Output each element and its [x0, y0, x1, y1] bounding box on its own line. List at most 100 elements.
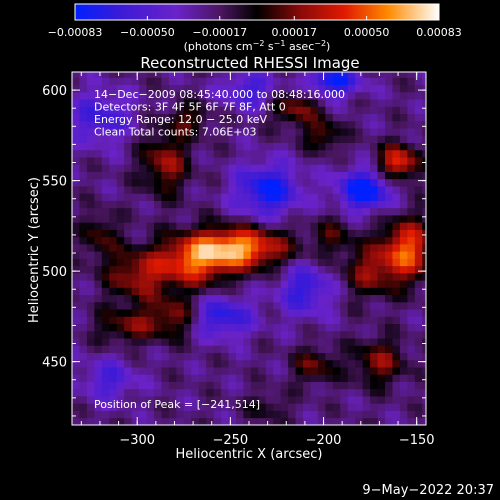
- heatmap-cell: [94, 309, 103, 317]
- heatmap-cell: [280, 178, 289, 187]
- heatmap-cell: [280, 243, 289, 252]
- heatmap-cell: [355, 120, 364, 129]
- heatmap-cell: [124, 323, 133, 332]
- heatmap-cell: [86, 294, 95, 303]
- heatmap-cell: [116, 229, 125, 238]
- heatmap-cell: [124, 280, 133, 288]
- colorbar-unit-label: (photons cm−2 s−1 asec−2): [184, 39, 331, 53]
- heatmap-cell: [191, 287, 200, 296]
- heatmap-cell: [168, 359, 177, 368]
- heatmap-cell: [362, 301, 371, 310]
- heatmap-cell: [265, 84, 274, 93]
- heatmap-cell: [72, 330, 80, 339]
- heatmap-cell: [295, 352, 304, 361]
- heatmap-cell: [161, 330, 170, 339]
- heatmap-cell: [131, 171, 140, 180]
- y-tick-label: 500: [42, 265, 67, 280]
- heatmap-cell: [407, 367, 416, 375]
- heatmap-cell: [168, 410, 177, 419]
- heatmap-cell: [325, 345, 334, 353]
- heatmap-cell: [325, 323, 334, 332]
- heatmap-cell: [265, 72, 274, 78]
- heatmap-cell: [228, 229, 237, 238]
- heatmap-cell: [340, 330, 349, 339]
- heatmap-cell: [109, 200, 118, 209]
- heatmap-cell: [94, 193, 103, 201]
- heatmap-cell: [288, 207, 296, 216]
- heatmap-cell: [183, 352, 192, 361]
- heatmap-cell: [183, 200, 192, 209]
- heatmap-cell: [153, 113, 162, 122]
- heatmap-cell: [146, 106, 155, 115]
- heatmap-cell: [243, 301, 252, 310]
- heatmap-cell: [153, 265, 162, 274]
- heatmap-cell: [355, 301, 364, 310]
- heatmap-cell: [303, 410, 311, 419]
- heatmap-cell: [191, 215, 200, 223]
- heatmap-cell: [377, 338, 386, 346]
- heatmap-cell: [94, 388, 103, 397]
- heatmap-cell: [347, 294, 356, 303]
- heatmap-cell: [109, 330, 118, 339]
- heatmap-cell: [198, 84, 207, 93]
- heatmap-cell: [79, 113, 88, 122]
- heatmap-cell: [355, 106, 364, 115]
- heatmap-cell: [243, 193, 252, 201]
- heatmap-cell: [385, 316, 393, 325]
- heatmap-cell: [414, 417, 423, 425]
- heatmap-cell: [221, 77, 229, 86]
- heatmap-cell: [310, 149, 319, 158]
- heatmap-cell: [265, 157, 274, 165]
- heatmap-cell: [206, 359, 214, 368]
- heatmap-cell: [362, 236, 371, 245]
- heatmap-cell: [191, 352, 200, 361]
- heatmap-cell: [79, 236, 88, 245]
- heatmap-cell: [362, 367, 371, 375]
- heatmap-cell: [317, 403, 326, 411]
- heatmap-cell: [124, 236, 133, 245]
- heatmap-cell: [288, 417, 296, 425]
- heatmap-cell: [206, 77, 214, 86]
- heatmap-cell: [355, 280, 364, 288]
- heatmap-cell: [385, 157, 393, 165]
- heatmap-cell: [94, 265, 103, 274]
- heatmap-cell: [161, 142, 170, 151]
- heatmap-cell: [221, 164, 229, 172]
- heatmap-cell: [399, 157, 408, 165]
- heatmap-cell: [317, 330, 326, 339]
- heatmap-cell: [377, 142, 386, 151]
- heatmap-cell: [86, 72, 95, 78]
- heatmap-cell: [258, 323, 267, 332]
- heatmap-cell: [370, 381, 378, 390]
- heatmap-cell: [407, 72, 416, 78]
- heatmap-cell: [161, 215, 170, 223]
- heatmap-cell: [139, 330, 147, 339]
- heatmap-cell: [422, 251, 426, 259]
- heatmap-cell: [101, 359, 110, 368]
- heatmap-cell: [72, 403, 80, 411]
- heatmap-cell: [139, 157, 147, 165]
- heatmap-cell: [325, 120, 334, 129]
- heatmap-cell: [124, 243, 133, 252]
- heatmap-cell: [86, 200, 95, 209]
- heatmap-cell: [228, 294, 237, 303]
- heatmap-cell: [273, 193, 282, 201]
- heatmap-cell: [221, 323, 229, 332]
- heatmap-cell: [347, 157, 356, 165]
- heatmap-cell: [139, 396, 147, 404]
- heatmap-cell: [109, 113, 118, 122]
- heatmap-cell: [161, 84, 170, 93]
- heatmap-cell: [72, 113, 80, 122]
- heatmap-cell: [139, 301, 147, 310]
- heatmap-cell: [258, 251, 267, 259]
- heatmap-cell: [213, 367, 222, 375]
- heatmap-cell: [340, 171, 349, 180]
- heatmap-cell: [310, 316, 319, 325]
- heatmap-cell: [265, 164, 274, 172]
- heatmap-cell: [206, 135, 214, 143]
- heatmap-cell: [280, 193, 289, 201]
- heatmap-cell: [183, 330, 192, 339]
- heatmap-cell: [332, 272, 341, 281]
- heatmap-cell: [377, 381, 386, 390]
- heatmap-cell: [295, 251, 304, 259]
